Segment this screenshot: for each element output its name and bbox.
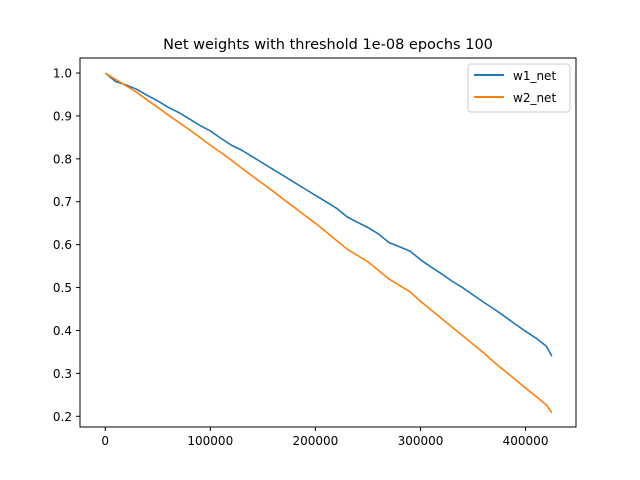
plot-frame: [79, 57, 577, 428]
series-lines: [104, 72, 553, 414]
y-axis: 0.2 0.3 0.4 0.5 0.6 0.7 0.8 0.9 1.0: [53, 67, 80, 424]
x-axis: 0 100000 200000 300000 400000: [101, 427, 548, 448]
legend-label-w2-net: w2_net: [513, 91, 556, 105]
legend-label-w1-net: w1_net: [513, 69, 556, 83]
legend: w1_net w2_net: [467, 63, 571, 113]
y-tick-label: 0.8: [53, 152, 72, 166]
y-tick-label: 0.4: [53, 324, 72, 338]
series-line-w2-net: [104, 72, 553, 414]
y-tick-label: 0.9: [53, 109, 72, 123]
y-tick-label: 1.0: [53, 67, 72, 81]
x-tick-label: 100000: [187, 434, 233, 448]
y-tick-label: 0.3: [53, 367, 72, 381]
x-tick-label: 0: [101, 434, 109, 448]
chart-title: Net weights with threshold 1e-08 epochs …: [163, 37, 493, 53]
y-tick-label: 0.7: [53, 195, 72, 209]
y-tick-label: 0.6: [53, 238, 72, 252]
y-tick-label: 0.2: [53, 410, 72, 424]
x-tick-label: 300000: [398, 434, 444, 448]
x-tick-label: 200000: [292, 434, 338, 448]
x-tick-label: 400000: [503, 434, 549, 448]
y-tick-label: 0.5: [53, 281, 72, 295]
series-line-w1-net: [104, 72, 553, 357]
